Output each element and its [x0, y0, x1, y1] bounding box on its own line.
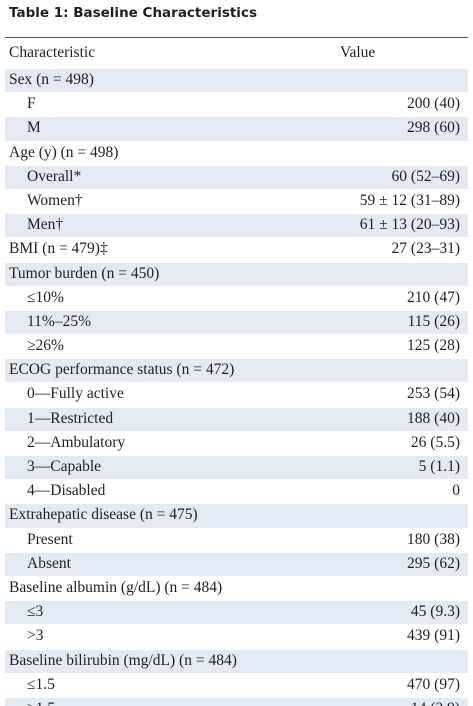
- sub-row: >1.5 14 (2.9): [5, 697, 468, 706]
- header-cell: Value: [340, 44, 376, 61]
- row-label: ≥26%: [27, 337, 64, 355]
- row-value: 5 (1.1): [418, 458, 460, 475]
- sub-row: 11%–25% 115 (26): [5, 310, 468, 336]
- sub-row: Men† 61 ± 13 (20–93): [5, 214, 468, 239]
- table-header: Characteristic Value: [5, 37, 468, 70]
- row-label: ≤3: [27, 603, 44, 621]
- row-value: 295 (62): [407, 554, 460, 572]
- row-value: 253 (54): [407, 385, 460, 403]
- sub-row: 1—Restricted 188 (40): [5, 407, 468, 432]
- row-value: 180 (38): [407, 530, 460, 548]
- row-label: Age (y) (n = 498): [9, 143, 119, 161]
- row-value: 61 ± 13 (20–93): [359, 216, 460, 234]
- row-value: 45 (9.3): [410, 603, 460, 621]
- row-label: Overall*: [27, 167, 82, 185]
- sub-row: 4—Disabled 0: [5, 480, 468, 505]
- sub-row: ≤1.5 470 (97): [5, 674, 468, 698]
- header-cell: Characteristic: [9, 44, 96, 61]
- section-row: Baseline albumin (g/dL) (n = 484): [5, 577, 468, 602]
- sub-row: F 200 (40): [5, 93, 468, 118]
- sub-row: Present 180 (38): [5, 529, 468, 553]
- row-label: 11%–25%: [27, 312, 91, 330]
- row-label: ECOG performance status (n = 472): [9, 361, 235, 379]
- sub-row: M 298 (60): [5, 117, 468, 142]
- row-label: F: [27, 95, 36, 113]
- row-value: 14 (2.9): [411, 700, 460, 706]
- row-value: 115 (26): [407, 312, 460, 330]
- row-label: 0—Fully active: [27, 385, 124, 403]
- row-label: Women†: [27, 191, 83, 209]
- section-row: BMI (n = 479)‡ 27 (23–31): [5, 238, 468, 263]
- row-label: Tumor burden (n = 450): [9, 264, 160, 282]
- row-value: 470 (97): [407, 675, 460, 693]
- row-value: 59 ± 12 (31–89): [359, 191, 460, 209]
- row-label: 3—Capable: [27, 458, 102, 475]
- row-label: ≤1.5: [27, 675, 55, 693]
- sub-row: Overall* 60 (52–69): [5, 165, 468, 190]
- row-label: Present: [27, 530, 73, 548]
- row-label: >1.5: [27, 700, 55, 706]
- row-label: >3: [27, 627, 44, 645]
- section-row: ECOG performance status (n = 472): [5, 359, 468, 384]
- row-label: Baseline bilirubin (mg/dL) (n = 484): [9, 651, 237, 669]
- row-label: Absent: [27, 554, 71, 572]
- section-row: Tumor burden (n = 450): [5, 262, 468, 287]
- row-label: 4—Disabled: [27, 482, 106, 500]
- section-row: Sex (n = 498): [5, 69, 468, 94]
- sub-row: ≥26% 125 (28): [5, 335, 468, 360]
- sub-row: Women† 59 ± 12 (31–89): [5, 190, 468, 215]
- row-value: 188 (40): [407, 409, 460, 427]
- row-label: Extrahepatic disease (n = 475): [9, 506, 198, 524]
- row-label: Sex (n = 498): [9, 71, 94, 88]
- sub-row: 3—Capable 5 (1.1): [5, 456, 468, 481]
- section-row: Age (y) (n = 498): [5, 142, 468, 166]
- row-value: 439 (91): [407, 627, 460, 645]
- sub-row: 2—Ambulatory 26 (5.5): [5, 432, 468, 456]
- sub-row: 0—Fully active 253 (54): [5, 383, 468, 408]
- section-row: Extrahepatic disease (n = 475): [5, 504, 468, 529]
- table-title: Table 1: Baseline Characteristics: [9, 5, 257, 21]
- sub-row: Absent 295 (62): [5, 552, 468, 577]
- sub-row: ≤10% 210 (47): [5, 287, 468, 311]
- row-value: 125 (28): [407, 337, 460, 355]
- row-value: 26 (5.5): [410, 433, 460, 451]
- row-value: 27 (23–31): [391, 240, 460, 258]
- row-label: BMI (n = 479)‡: [9, 240, 108, 258]
- table-body: Sex (n = 498) F 200 (40) M 298 (60) Age (y) (…: [5, 69, 468, 706]
- row-label: 1—Restricted: [27, 409, 114, 427]
- section-row: Baseline bilirubin (mg/dL) (n = 484): [5, 649, 468, 674]
- row-label: M: [27, 119, 41, 137]
- sub-row: >3 439 (91): [5, 625, 468, 650]
- row-value: 200 (40): [407, 95, 460, 113]
- row-value: 210 (47): [407, 288, 460, 306]
- row-value: 0: [452, 482, 460, 500]
- sub-row: ≤3 45 (9.3): [5, 601, 468, 626]
- row-value: 298 (60): [407, 119, 460, 137]
- row-label: ≤10%: [27, 288, 64, 306]
- row-label: Men†: [27, 216, 64, 234]
- row-label: 2—Ambulatory: [27, 433, 126, 451]
- row-label: Baseline albumin (g/dL) (n = 484): [9, 578, 223, 596]
- row-value: 60 (52–69): [391, 167, 460, 185]
